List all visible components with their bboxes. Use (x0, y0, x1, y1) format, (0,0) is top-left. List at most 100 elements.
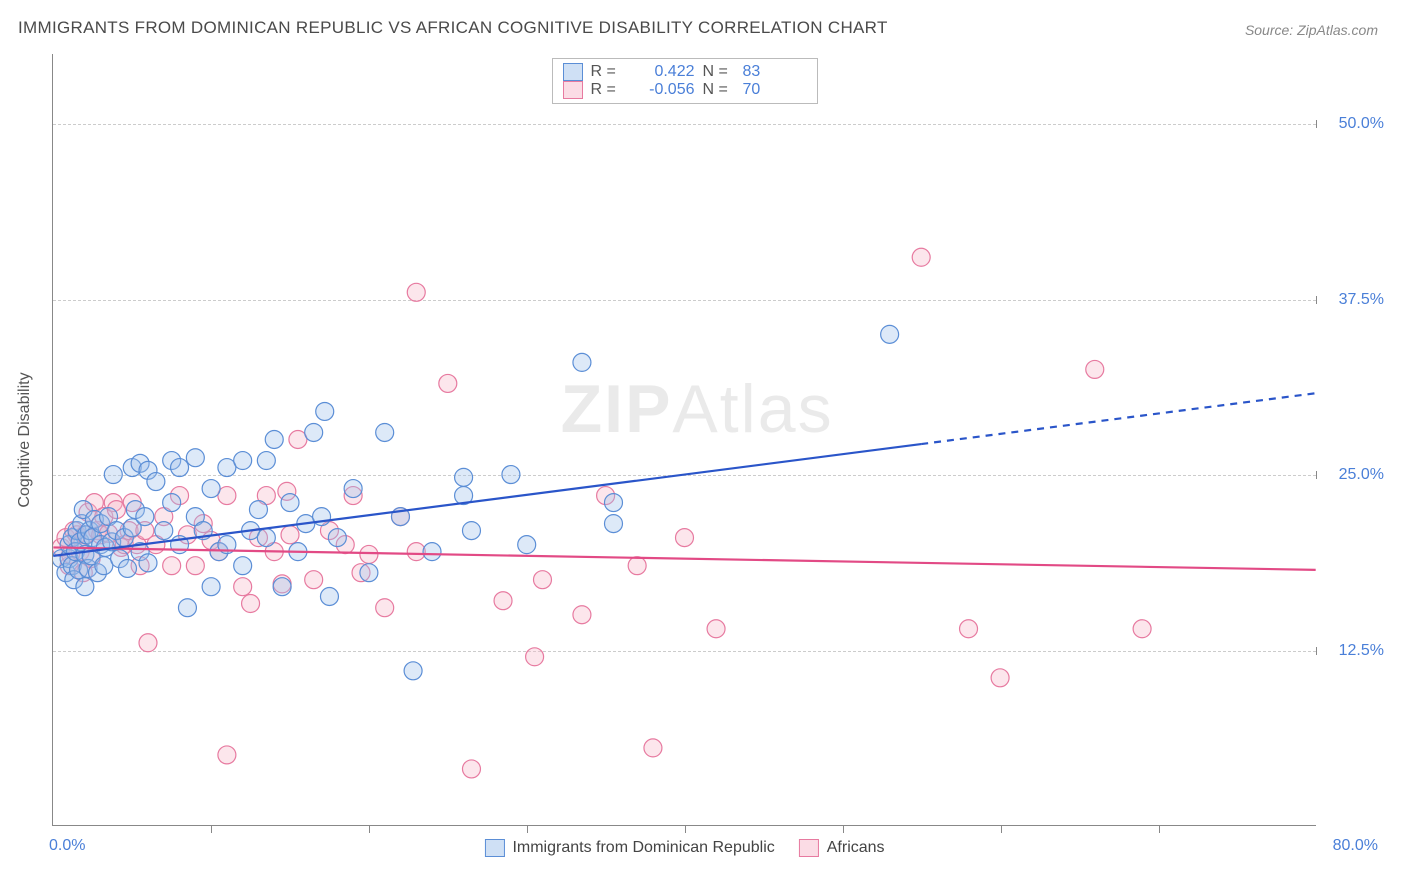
data-point (605, 515, 623, 533)
chart-area: Cognitive Disability ZIPAtlas R = 0.422 … (52, 54, 1316, 826)
data-point (1086, 360, 1104, 378)
legend-stats-row: R = -0.056 N = 70 (563, 81, 807, 99)
x-min-label: 0.0% (49, 837, 85, 855)
data-point (316, 402, 334, 420)
data-point (360, 545, 378, 563)
data-point (155, 522, 173, 540)
data-point (163, 557, 181, 575)
legend-stats: R = 0.422 N = 83 R = -0.056 N = 70 (552, 58, 818, 104)
y-tick-label: 37.5% (1339, 291, 1384, 309)
y-tick-label: 25.0% (1339, 466, 1384, 484)
data-point (707, 620, 725, 638)
data-point (104, 466, 122, 484)
data-point (518, 536, 536, 554)
data-point (960, 620, 978, 638)
data-point (526, 648, 544, 666)
r-value-2: -0.056 (631, 81, 695, 99)
data-point (676, 529, 694, 547)
data-point (328, 529, 346, 547)
data-point (273, 578, 291, 596)
data-point (305, 424, 323, 442)
y-tick-label: 50.0% (1339, 115, 1384, 133)
data-point (423, 543, 441, 561)
data-point (218, 746, 236, 764)
data-point (881, 325, 899, 343)
data-point (202, 578, 220, 596)
data-point (376, 599, 394, 617)
data-point (344, 480, 362, 498)
data-point (439, 374, 457, 392)
legend-stats-row: R = 0.422 N = 83 (563, 63, 807, 81)
data-point (265, 431, 283, 449)
data-point (139, 554, 157, 572)
data-point (202, 480, 220, 498)
data-point (186, 557, 204, 575)
data-point (139, 634, 157, 652)
data-point (455, 468, 473, 486)
data-point (281, 494, 299, 512)
r-label: R = (591, 81, 623, 99)
data-point (76, 578, 94, 596)
data-point (234, 557, 252, 575)
data-point (320, 588, 338, 606)
data-point (360, 564, 378, 582)
legend-label-1: Immigrants from Dominican Republic (512, 839, 774, 857)
data-point (494, 592, 512, 610)
legend-item: Africans (799, 839, 885, 857)
y-tick (1316, 120, 1317, 128)
n-label: N = (703, 81, 735, 99)
trend-line-dashed (921, 393, 1315, 444)
data-point (462, 760, 480, 778)
n-value-2: 70 (743, 81, 807, 99)
y-tick-label: 12.5% (1339, 642, 1384, 660)
swatch-pink (563, 81, 583, 99)
swatch-blue (484, 839, 504, 857)
data-point (1133, 620, 1151, 638)
data-point (147, 473, 165, 491)
legend-series: Immigrants from Dominican Republic Afric… (484, 839, 884, 857)
data-point (242, 595, 260, 613)
data-point (407, 283, 425, 301)
data-point (912, 248, 930, 266)
y-axis-label: Cognitive Disability (16, 372, 34, 507)
data-point (257, 529, 275, 547)
r-label: R = (591, 63, 623, 81)
data-point (502, 466, 520, 484)
data-point (136, 508, 154, 526)
data-point (628, 557, 646, 575)
source-label: Source: ZipAtlas.com (1245, 22, 1378, 38)
x-tick (1001, 825, 1002, 833)
y-tick (1316, 471, 1317, 479)
y-tick (1316, 296, 1317, 304)
x-tick (527, 825, 528, 833)
chart-title: IMMIGRANTS FROM DOMINICAN REPUBLIC VS AF… (18, 18, 888, 38)
data-point (234, 578, 252, 596)
data-point (257, 452, 275, 470)
y-tick (1316, 647, 1317, 655)
x-tick (369, 825, 370, 833)
data-point (573, 606, 591, 624)
swatch-pink (799, 839, 819, 857)
swatch-blue (563, 63, 583, 81)
data-point (249, 501, 267, 519)
data-point (281, 526, 299, 544)
scatter-svg (53, 54, 1316, 825)
data-point (171, 459, 189, 477)
x-tick (211, 825, 212, 833)
data-point (462, 522, 480, 540)
legend-item: Immigrants from Dominican Republic (484, 839, 774, 857)
x-tick (1159, 825, 1160, 833)
data-point (163, 494, 181, 512)
r-value-1: 0.422 (631, 63, 695, 81)
legend-label-2: Africans (827, 839, 885, 857)
data-point (533, 571, 551, 589)
x-tick (685, 825, 686, 833)
data-point (991, 669, 1009, 687)
data-point (118, 559, 136, 577)
x-max-label: 80.0% (1333, 837, 1378, 855)
data-point (234, 452, 252, 470)
data-point (305, 571, 323, 589)
x-tick (843, 825, 844, 833)
data-point (376, 424, 394, 442)
data-point (605, 494, 623, 512)
